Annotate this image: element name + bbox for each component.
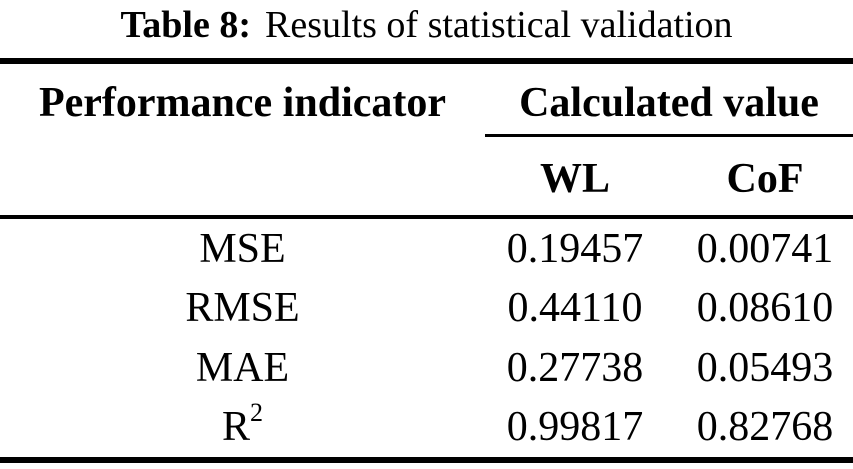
caption-title: Results of statistical validation [265, 4, 733, 46]
cof-value: 0.82768 [696, 404, 834, 451]
row-label: RMSE [0, 279, 485, 339]
bottom-rule [0, 457, 853, 463]
group-header-calculated-value: Calculated value [519, 80, 819, 126]
table-row: MAE 0.27738 0.05493 [0, 338, 853, 398]
table-row: MSE 0.19457 0.00741 [0, 219, 853, 279]
subheader-wl: WL [539, 156, 610, 202]
caption-label: Table 8: [120, 4, 252, 46]
cof-value: 0.00741 [696, 225, 834, 272]
table-subheader-row: WL CoF [0, 137, 853, 215]
table-header-row: Performance indicator Calculated value [0, 64, 853, 134]
mid-rule [0, 215, 853, 219]
wl-value: 0.99817 [506, 404, 644, 451]
column-header-performance-indicator: Performance indicator [38, 80, 447, 126]
row-label: MSE [0, 219, 485, 279]
wl-value: 0.19457 [506, 225, 644, 272]
row-label-text: RMSE [185, 285, 300, 332]
wl-value: 0.44110 [507, 285, 643, 332]
table-caption: Table 8: Results of statistical validati… [0, 0, 853, 58]
cof-value: 0.08610 [696, 285, 834, 332]
subheader-empty [0, 137, 485, 215]
bottom-margin [0, 463, 853, 469]
row-label: MAE [0, 338, 485, 398]
row-label-text: R [221, 404, 250, 451]
subheader-cof: CoF [726, 156, 804, 202]
wl-value: 0.27738 [506, 344, 644, 391]
top-rule [0, 58, 853, 64]
table-row: RMSE 0.44110 0.08610 [0, 279, 853, 339]
group-rule-row [0, 134, 853, 137]
row-label-text: MAE [195, 344, 290, 391]
row-label-text: MSE [199, 225, 286, 272]
group-rule [485, 134, 853, 137]
cof-value: 0.05493 [696, 344, 834, 391]
